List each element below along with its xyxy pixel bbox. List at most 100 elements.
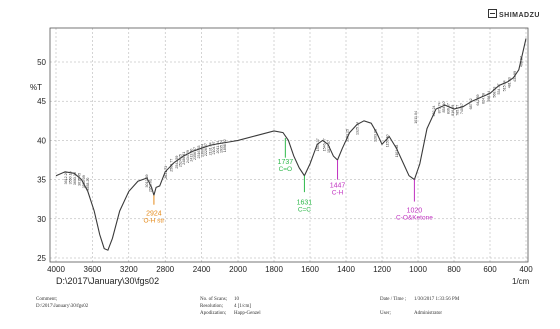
resolution-value: 4 [1/cm] [234,304,252,309]
peak-label: 3615.45 [78,173,82,186]
peak-label: 2631.73 [164,166,168,179]
ir-spectrum-chart: 25 30 35 40 45 50 4000 3600 3200 2800 2400 2000 1800… [30,27,533,286]
peak-label: 2104.97 [212,142,216,155]
peak-label: 1203.03 [374,129,378,142]
logo-text: SHIMADZU [499,12,540,19]
y-tick-label: 35 [37,176,46,185]
peak-label: 2486.81 [182,152,186,165]
comment-label: Comment; [36,297,58,302]
x-tick-label: 800 [447,265,461,274]
x-tick-label: 3600 [84,265,102,274]
scans-label: No. of Scans; [200,297,228,302]
footer-datetime: Date / Time ; 1/30/2017 1:33:56 PM [380,296,459,303]
chart-grid [50,28,528,262]
peak-label: 2542.59 [175,156,179,169]
x-tick-label: 2000 [229,265,247,274]
x-tick-label: 1800 [265,265,283,274]
resolution-label: Resolution; [200,304,224,309]
peak-label: 3550.16 [68,171,72,184]
peak-label: 3558.20 [86,178,90,191]
peak-label: 836.67 [447,103,451,114]
peak-label: 1935.24 [220,140,224,153]
x-tick-label: 1600 [301,265,319,274]
peak-label: 2011.54 [216,141,220,154]
peak-label: 687.42 [469,98,473,109]
spectrum-line [55,38,527,251]
peak-label: 3612.20 [64,171,68,184]
user-value: Administrator [414,311,443,316]
y-axis-label: %T [30,83,42,92]
logo-mark-icon [488,9,497,18]
peak-label: 902.24 [432,105,436,116]
x-axis-label: 1/cm [512,277,530,286]
peak-label: 1011.04 [414,111,418,124]
peak-label: 515.04 [502,80,506,91]
x-tick-label: 3200 [120,265,138,274]
shimadzu-logo: SHIMADZU [488,9,540,19]
comment-value: D:\2017\January\30\fgs02 [36,304,89,309]
datetime-label: Date / Time ; [380,297,407,302]
y-tick-label: 30 [37,215,46,224]
chart-axes: 25 30 35 40 45 50 4000 3600 3200 2800 2400 2000 1800… [37,27,533,274]
chart-series [55,38,527,251]
x-tick-label: 600 [483,265,497,274]
annotation-value: 1631 [297,200,313,207]
peak-label: 3012.89 [145,174,149,187]
annotation-label: C=O [279,166,293,173]
peak-label: 2226.57 [204,143,208,156]
peak-label: 1155.40 [385,134,389,147]
peak-label: 433.99 [513,71,517,82]
peak-label: 740.17 [460,103,464,114]
annotation-value: 1447 [330,182,346,189]
x-tick-label: 1400 [337,265,355,274]
apodization-value: Happ-Genzel [234,311,261,316]
peak-label: 2316.83 [197,145,201,158]
peak-label: 642.89 [476,94,480,105]
peak-label: 624.78 [482,93,486,104]
x-tick-label: 1000 [409,265,427,274]
x-tick-label: 400 [519,265,533,274]
footer-user: User; Administrator [380,310,442,317]
annotation-label: C=C [298,207,311,214]
peak-label: 1546.47 [322,138,326,151]
annotation-value: 2924 [146,211,162,218]
peak-label: 854.40 [442,102,446,113]
peak-label: 3603.36 [73,172,77,185]
plot-frame [49,27,529,263]
peak-label: 1898.02 [223,139,227,152]
peak-label: 408.87 [519,56,523,67]
footer-comment: Comment; D:\2017\January\30\fgs02 [36,296,88,310]
peak-label: 2434.29 [186,150,190,163]
x-tick-label: 4000 [47,265,65,274]
y-tick-label: 50 [37,58,46,67]
peak-label: 2356.37 [193,147,197,160]
peak-label: 2524.25 [179,154,183,167]
peak-label: 534.37 [497,84,501,95]
user-label: User; [380,311,391,316]
apodization-label: Apodization; [200,311,227,316]
peak-label: 1325.14 [356,122,360,135]
x-tick-label: 2800 [156,265,174,274]
footer-scan-info: No. of Scans; 10 Resolution; 4 [1/cm] Apod… [200,296,261,317]
peak-label: 568.53 [492,87,496,98]
annotation-value: 1737 [278,159,294,166]
peak-label: 598.34 [487,91,491,102]
y-tick-label: 40 [37,136,46,145]
peak-label: 481.63 [508,77,512,88]
scans-value: 10 [234,297,239,302]
peak-label: 816.09 [451,105,455,116]
peak-label: 2300.64 [200,144,204,157]
peak-label: 2413.50 [190,149,194,162]
peak-label: 2131.04 [209,142,213,155]
peak-label: 1544.37 [316,138,320,151]
x-tick-label: 2400 [193,265,211,274]
y-tick-label: 25 [37,254,46,263]
y-tick-label: 45 [37,97,46,106]
x-tick-label: 1200 [373,265,391,274]
peak-label: 3580.09 [82,175,86,188]
datetime-value: 1/30/2017 1:33:56 PM [414,297,460,302]
annotation-label: O-H str [143,218,165,225]
annotation-value: 1020 [407,208,423,215]
peak-label: 785.77 [456,105,460,116]
